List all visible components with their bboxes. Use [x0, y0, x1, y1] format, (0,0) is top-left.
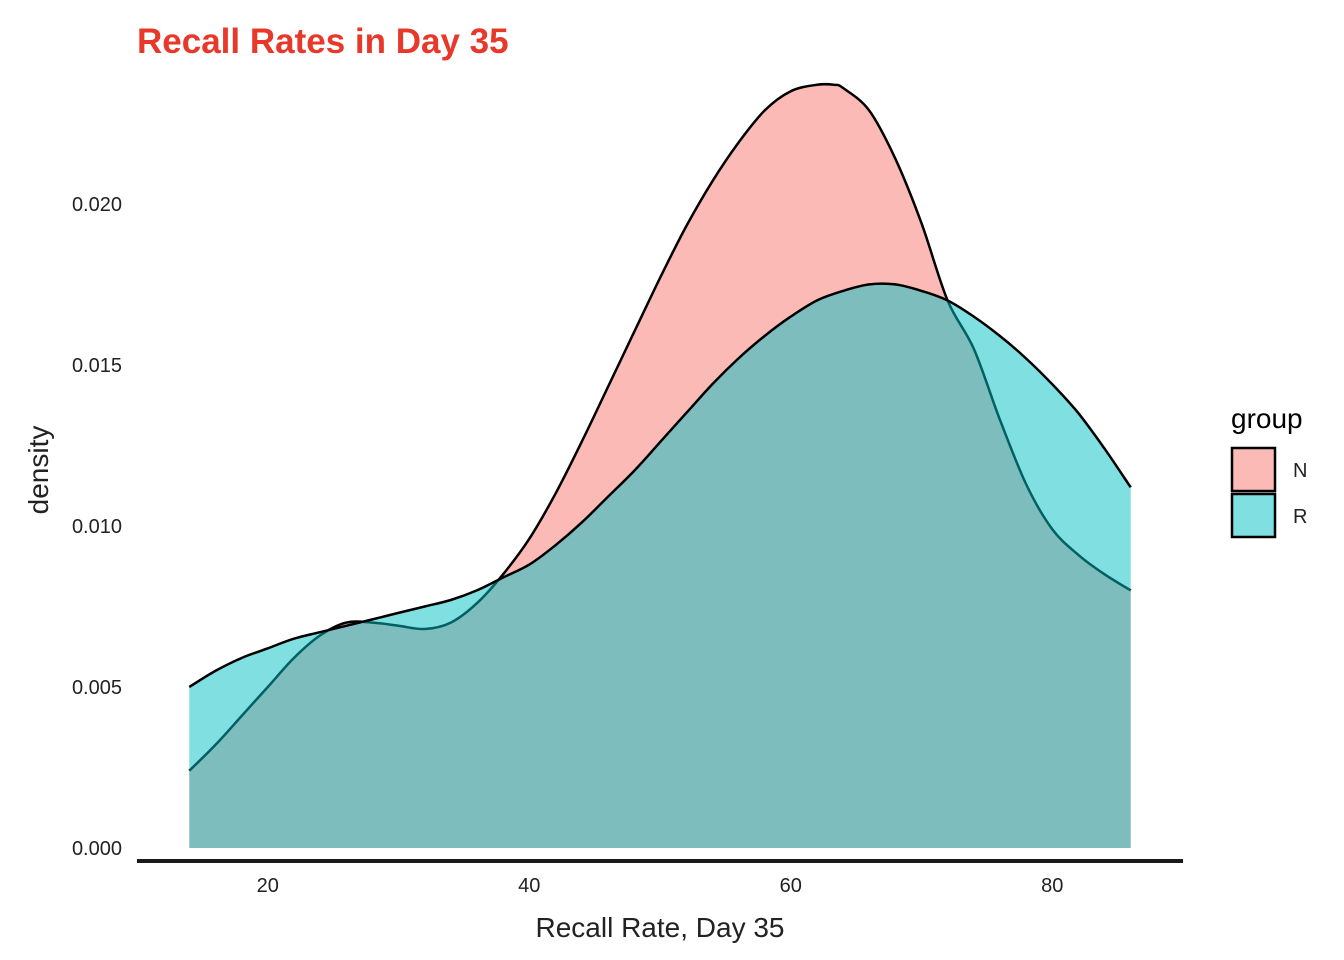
y-tick-label: 0.000: [72, 838, 122, 860]
chart-title: Recall Rates in Day 35: [137, 22, 509, 61]
y-tick-label: 0.015: [72, 355, 122, 377]
y-axis-title: density: [23, 426, 54, 515]
y-tick-label: 0.020: [72, 194, 122, 216]
legend-items: NR: [1230, 446, 1307, 539]
y-axis-ticks: 0.000 0.005 0.010 0.015 0.020: [72, 194, 122, 860]
x-axis-ticks: 20 40 60 80: [257, 875, 1064, 897]
y-tick-label: 0.010: [72, 516, 122, 538]
legend-key-r: [1230, 492, 1277, 539]
x-tick-label: 60: [780, 875, 802, 897]
x-axis-title: Recall Rate, Day 35: [535, 912, 784, 943]
x-tick-label: 20: [257, 875, 279, 897]
y-tick-label: 0.005: [72, 677, 122, 699]
x-tick-label: 40: [518, 875, 540, 897]
legend-label-n: N: [1293, 460, 1307, 482]
density-line-r: [188, 282, 1132, 689]
legend-key-n: [1230, 446, 1277, 493]
density-area-r: [189, 283, 1131, 848]
legend-label-r: R: [1293, 506, 1307, 528]
legend: group NR: [1230, 403, 1307, 539]
x-tick-label: 80: [1041, 875, 1063, 897]
plot-area: [188, 82, 1132, 849]
legend-title: group: [1231, 403, 1303, 434]
